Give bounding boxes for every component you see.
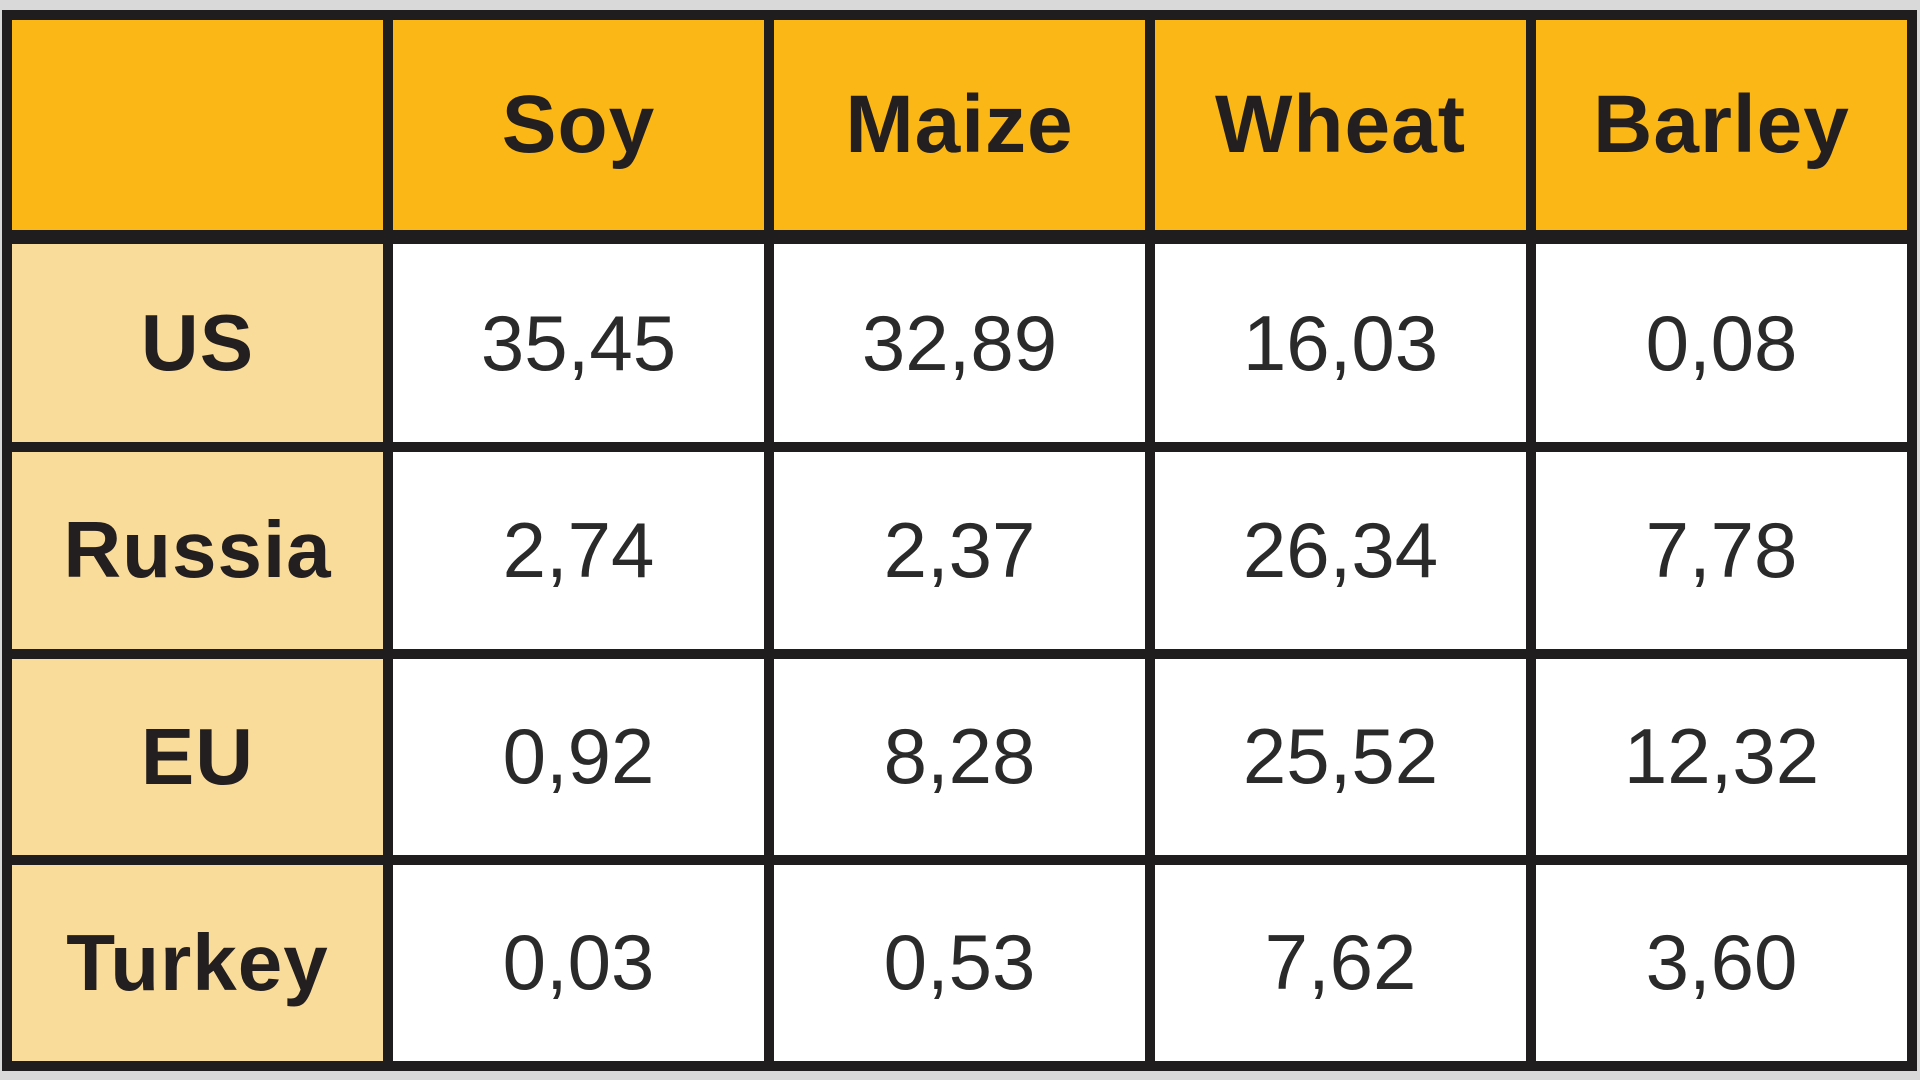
cell-us-soy: 35,45	[383, 231, 774, 453]
row-header-us: US	[2, 231, 393, 453]
column-header-barley: Barley	[1526, 10, 1917, 244]
table-row-turkey: Turkey 0,03 0,53 7,62 3,60	[2, 854, 1917, 1072]
cell-us-barley: 0,08	[1526, 231, 1917, 453]
cell-us-maize: 32,89	[764, 231, 1155, 453]
cell-eu-wheat: 25,52	[1145, 648, 1536, 865]
cell-eu-soy: 0,92	[383, 648, 774, 865]
commodity-table: Soy Maize Wheat Barley US 35,45 32,89 16…	[2, 10, 1917, 1072]
cell-turkey-barley: 3,60	[1526, 854, 1917, 1072]
cell-russia-soy: 2,74	[383, 442, 774, 659]
cell-turkey-wheat: 7,62	[1145, 854, 1536, 1072]
cell-russia-maize: 2,37	[764, 442, 1155, 659]
column-header-soy: Soy	[383, 10, 774, 244]
cell-turkey-soy: 0,03	[383, 854, 774, 1072]
row-header-russia: Russia	[2, 442, 393, 659]
header-row: Soy Maize Wheat Barley	[2, 10, 1917, 244]
cell-eu-barley: 12,32	[1526, 648, 1917, 865]
cell-turkey-maize: 0,53	[764, 854, 1155, 1072]
cell-russia-barley: 7,78	[1526, 442, 1917, 659]
corner-cell	[2, 10, 393, 244]
row-header-turkey: Turkey	[2, 854, 393, 1072]
row-header-eu: EU	[2, 648, 393, 865]
cell-eu-maize: 8,28	[764, 648, 1155, 865]
cell-russia-wheat: 26,34	[1145, 442, 1536, 659]
table-row-us: US 35,45 32,89 16,03 0,08	[2, 231, 1917, 453]
column-header-wheat: Wheat	[1145, 10, 1536, 244]
table-row-eu: EU 0,92 8,28 25,52 12,32	[2, 648, 1917, 865]
table-row-russia: Russia 2,74 2,37 26,34 7,78	[2, 442, 1917, 659]
cell-us-wheat: 16,03	[1145, 231, 1536, 453]
column-header-maize: Maize	[764, 10, 1155, 244]
